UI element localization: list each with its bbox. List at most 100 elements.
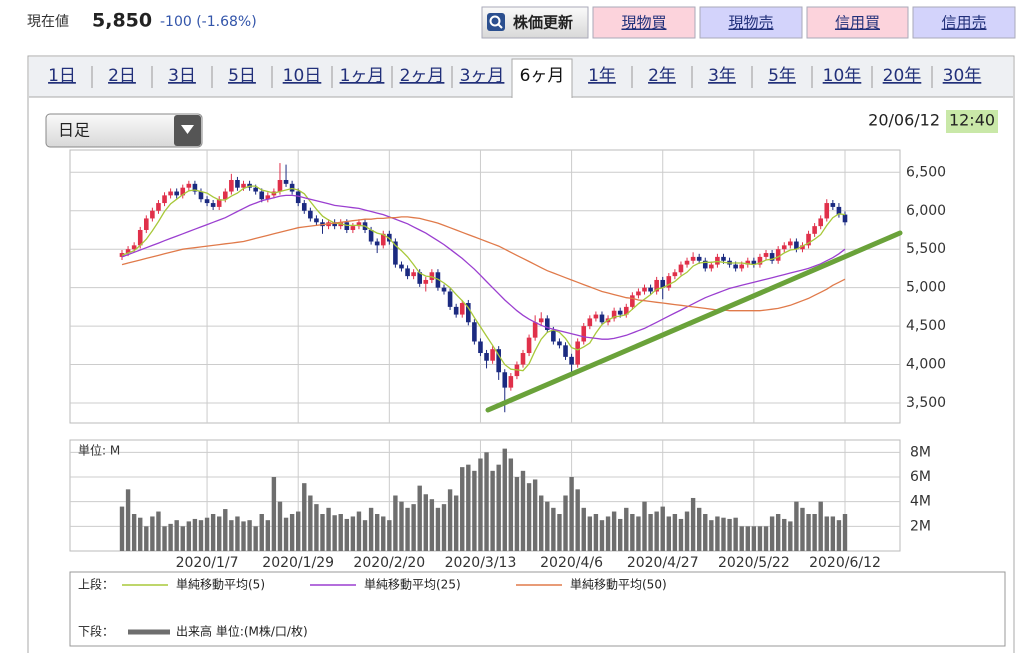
tab[interactable]: 5年 bbox=[768, 66, 796, 86]
x-tick-label: 2020/5/22 bbox=[718, 555, 790, 571]
tab[interactable]: 3ヶ月 bbox=[460, 66, 505, 86]
tab[interactable]: 5日 bbox=[228, 66, 256, 86]
volume-bar bbox=[678, 518, 684, 551]
volume-bar bbox=[180, 526, 185, 551]
volume-bar bbox=[557, 514, 562, 551]
tab[interactable]: 1年 bbox=[588, 66, 616, 86]
tab[interactable]: 10年 bbox=[823, 66, 862, 86]
tab[interactable]: 10日 bbox=[283, 66, 322, 86]
candle-body bbox=[453, 306, 459, 315]
button[interactable] bbox=[912, 6, 1016, 39]
volume-bar bbox=[496, 464, 501, 551]
y-tick-label: 3,500 bbox=[906, 395, 946, 411]
volume-bar bbox=[775, 514, 781, 551]
legend-label: 単純移動平均(5) bbox=[176, 578, 265, 592]
button-label[interactable]: 現物売 bbox=[728, 14, 773, 32]
volume-bar bbox=[344, 518, 349, 551]
candle-body bbox=[222, 191, 228, 200]
volume-bar bbox=[551, 507, 556, 551]
candle-body bbox=[186, 183, 192, 188]
volume-bar bbox=[350, 516, 356, 551]
candle-body bbox=[532, 322, 538, 338]
volume-bar bbox=[174, 520, 179, 551]
tab[interactable]: 2ヶ月 bbox=[400, 66, 445, 86]
button[interactable] bbox=[481, 6, 589, 39]
candle-body bbox=[393, 241, 398, 265]
volume-bar bbox=[271, 477, 277, 551]
candle-body bbox=[162, 195, 167, 204]
dropdown[interactable] bbox=[45, 113, 203, 148]
volume-bar bbox=[660, 506, 665, 551]
candle-body bbox=[709, 264, 714, 269]
button[interactable] bbox=[699, 6, 803, 39]
candle-body bbox=[763, 253, 769, 257]
volume-bar bbox=[423, 494, 428, 551]
candle-body bbox=[581, 326, 587, 342]
y-tick-label: 5,000 bbox=[906, 280, 946, 296]
volume-bar bbox=[283, 517, 289, 551]
candle-body bbox=[150, 210, 155, 219]
candle-body bbox=[204, 199, 210, 204]
candle-body bbox=[180, 187, 186, 196]
volume-bar bbox=[150, 516, 155, 551]
volume-bar bbox=[186, 521, 192, 551]
volume-bar bbox=[368, 507, 374, 551]
volume-bar bbox=[144, 526, 149, 551]
candle-body bbox=[490, 349, 495, 361]
y-tick-label: 8M bbox=[910, 444, 931, 460]
x-tick-label: 2020/6/12 bbox=[809, 555, 881, 571]
volume-bar bbox=[611, 511, 617, 551]
candle-body bbox=[478, 341, 483, 354]
candle-body bbox=[125, 249, 131, 254]
candle-body bbox=[241, 183, 246, 188]
tab[interactable]: 2年 bbox=[648, 66, 676, 86]
volume-bar bbox=[302, 483, 307, 551]
volume-bar bbox=[751, 526, 757, 551]
volume-bar bbox=[666, 516, 672, 551]
volume-bar bbox=[721, 517, 726, 551]
button-label[interactable]: 株価更新 bbox=[513, 14, 573, 32]
volume-bar bbox=[642, 501, 647, 551]
candle-body bbox=[374, 241, 380, 246]
candle-body bbox=[508, 376, 514, 388]
dropdown-arrow bbox=[181, 125, 194, 134]
candle-body bbox=[696, 256, 702, 261]
candle-body bbox=[229, 179, 234, 192]
volume-bar bbox=[690, 497, 696, 551]
button-label[interactable]: 現物買 bbox=[621, 14, 666, 32]
candle-body bbox=[417, 272, 423, 284]
volume-bar bbox=[684, 511, 690, 551]
button[interactable] bbox=[806, 6, 909, 39]
candle-body bbox=[235, 179, 240, 188]
candle-body bbox=[253, 187, 258, 192]
volume-bar bbox=[356, 511, 362, 551]
candle-body bbox=[684, 260, 690, 265]
button[interactable] bbox=[592, 6, 696, 39]
tab[interactable]: 30年 bbox=[943, 66, 982, 86]
volume-bar bbox=[119, 506, 125, 551]
tab[interactable]: 1日 bbox=[48, 66, 76, 86]
time-highlight bbox=[946, 110, 998, 133]
x-tick-label: 2020/4/6 bbox=[540, 555, 603, 571]
price-change: -100 (-1.68%) bbox=[160, 14, 257, 30]
tab[interactable]: 3年 bbox=[708, 66, 736, 86]
tab[interactable]: 6ヶ月 bbox=[520, 66, 565, 86]
candle-body bbox=[447, 291, 453, 307]
tab[interactable]: 2日 bbox=[108, 66, 136, 86]
button-label[interactable]: 信用売 bbox=[941, 14, 986, 32]
candle-body bbox=[405, 268, 410, 277]
candle-body bbox=[314, 218, 319, 223]
volume-bar bbox=[812, 514, 817, 551]
tab[interactable]: 3日 bbox=[168, 66, 196, 86]
x-tick-label: 2020/2/20 bbox=[353, 555, 425, 571]
volume-bar bbox=[520, 470, 526, 551]
candle-body bbox=[131, 245, 137, 250]
legend-prefix: 上段： bbox=[78, 577, 114, 592]
candle-body bbox=[472, 322, 477, 342]
tab[interactable]: 1ヶ月 bbox=[340, 66, 385, 86]
candle-body bbox=[137, 229, 143, 246]
tab[interactable]: 20年 bbox=[883, 66, 922, 86]
candle-body bbox=[520, 353, 526, 365]
button-label[interactable]: 信用買 bbox=[835, 14, 880, 32]
volume-bar bbox=[830, 516, 836, 551]
